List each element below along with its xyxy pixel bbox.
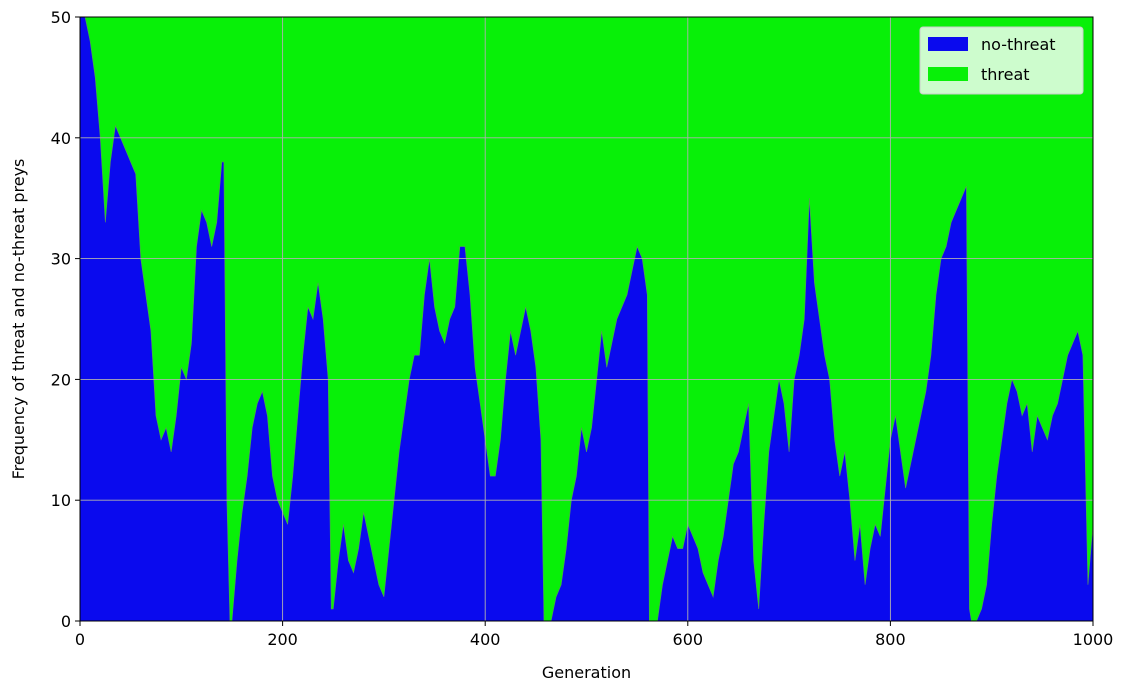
legend-label-no-threat: no-threat (981, 35, 1056, 54)
x-tick-label: 800 (875, 630, 906, 649)
x-tick-label: 400 (470, 630, 501, 649)
y-axis-label: Frequency of threat and no-threat preys (9, 159, 28, 480)
y-tick-label: 30 (51, 250, 71, 269)
y-tick-label: 0 (61, 612, 71, 631)
legend-label-threat: threat (981, 65, 1030, 84)
x-tick-label: 600 (673, 630, 704, 649)
x-tick-label: 1000 (1073, 630, 1114, 649)
x-tick-label: 0 (75, 630, 85, 649)
y-tick-label: 20 (51, 370, 71, 389)
x-axis-ticks: 0 200 400 600 800 1000 (75, 621, 1113, 649)
legend-swatch-threat (928, 67, 968, 81)
y-tick-label: 10 (51, 491, 71, 510)
y-tick-label: 50 (51, 8, 71, 27)
threat-area (80, 17, 1093, 621)
legend: no-threat threat (919, 26, 1084, 95)
y-axis-ticks: 0 10 20 30 40 50 (51, 8, 80, 631)
plot-area (79, 16, 1094, 622)
x-axis-label: Generation (542, 663, 631, 682)
y-tick-label: 40 (51, 129, 71, 148)
x-tick-label: 200 (267, 630, 298, 649)
legend-swatch-no-threat (928, 37, 968, 51)
plot-frame (79, 16, 1094, 622)
